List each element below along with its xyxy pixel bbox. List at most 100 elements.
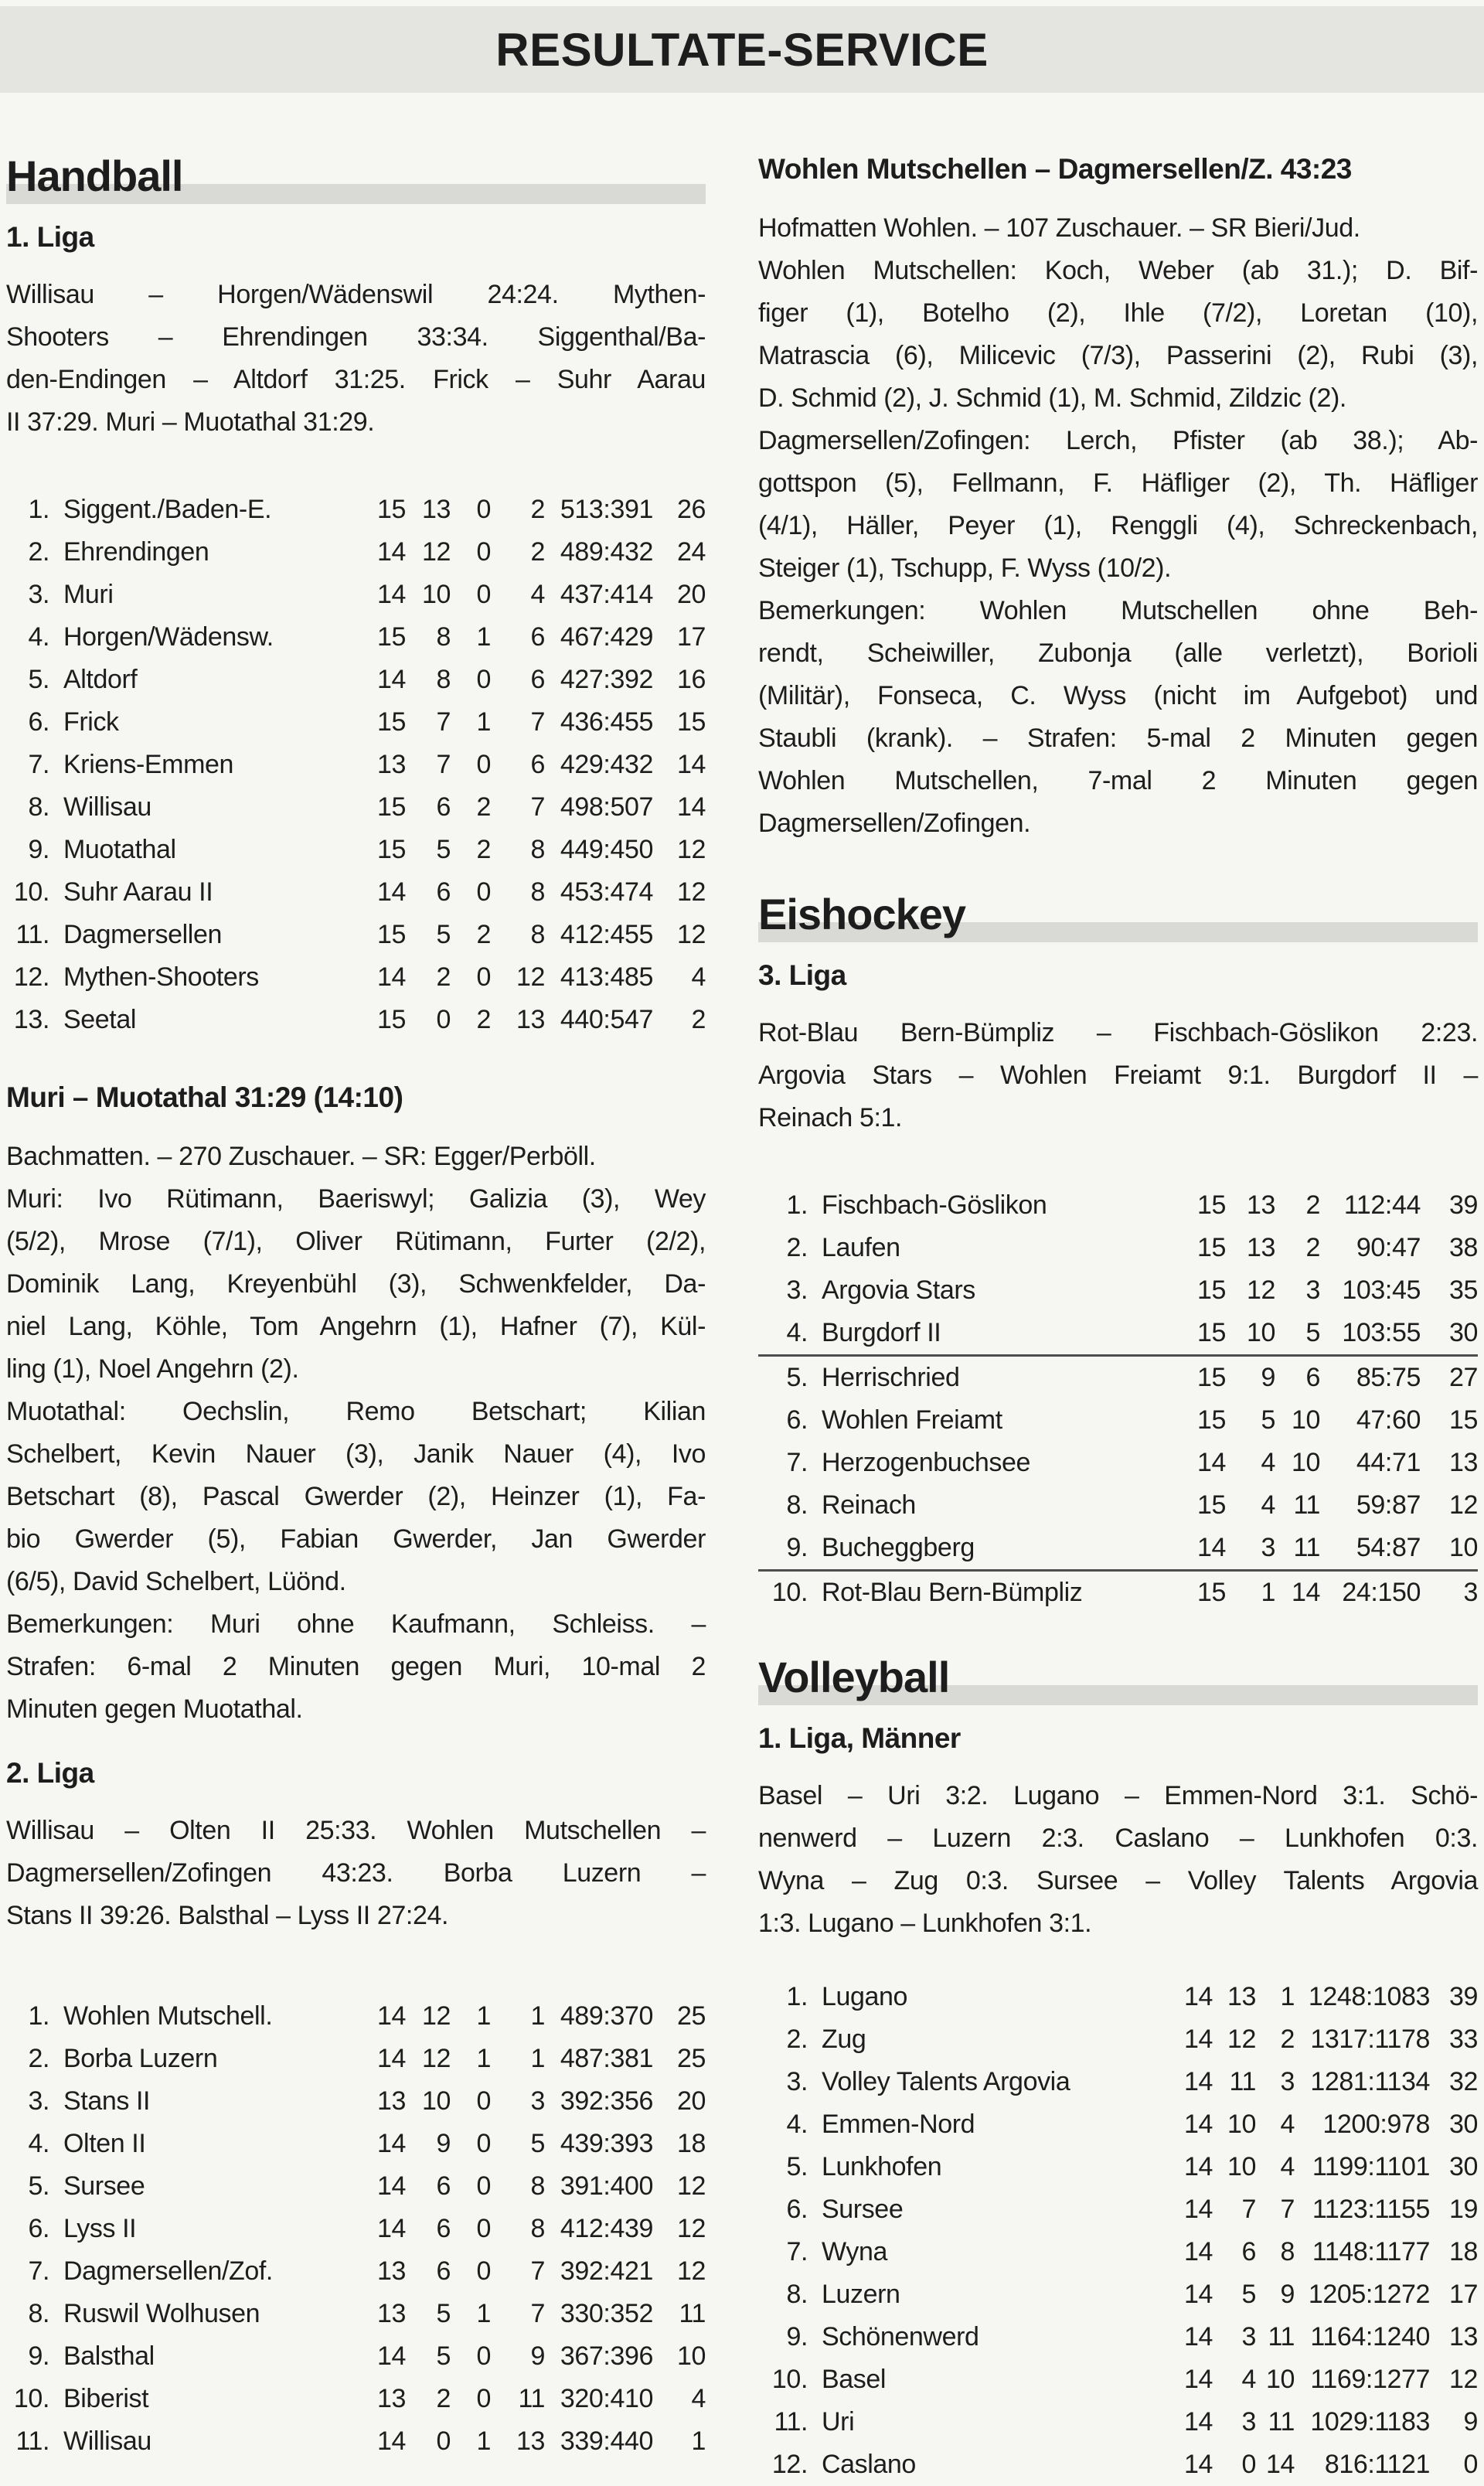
team-cell: Lyss II (63, 2214, 137, 2243)
stat-cell: 2 (476, 792, 491, 822)
rank-cell: 6. (786, 2195, 808, 2224)
stat-cell: 103:55 (1342, 1318, 1421, 1347)
rank-cell: 5. (28, 665, 49, 694)
stat-cell: 12 (676, 835, 706, 864)
rank-cell: 6. (28, 2214, 49, 2243)
stat-cell: 15 (1448, 1405, 1478, 1435)
stat-cell: 13 (1246, 1190, 1275, 1220)
team-cell: Suhr Aarau II (63, 877, 213, 907)
table-row: 3. Stans II 13 10 0 3 392:356 20 (6, 2080, 706, 2123)
team-cell: Sursee (63, 2171, 145, 2201)
stat-cell: 0 (476, 962, 491, 992)
table-row: 9. Schönenwerd 14 3 11 1164:1240 13 (758, 2316, 1478, 2358)
rank-cell: 3. (786, 2067, 808, 2096)
stat-cell: 15 (1196, 1233, 1226, 1262)
table-row: 4. Horgen/Wädensw. 15 8 1 6 467:429 17 (6, 616, 706, 659)
stat-cell: 0 (476, 2214, 491, 2243)
stat-cell: 15 (376, 495, 406, 524)
paragraph-line: Minuten gegen Muotathal. (6, 1694, 303, 1724)
content-columns: Handball 1. Liga Willisau – Horgen/Wädensw… (0, 93, 1484, 2486)
report-paragraph: Bemerkungen: Muri ohne Kaufmann, Schleis… (6, 1603, 706, 1731)
stat-cell: 12 (676, 920, 706, 949)
stat-cell: 1200:978 (1322, 2110, 1430, 2139)
stat-cell: 5 (1305, 1318, 1320, 1347)
stat-cell: 12 (676, 877, 706, 907)
stat-cell: 6 (436, 2171, 451, 2201)
table-row: 2. Borba Luzern 14 12 1 1 487:381 25 (6, 2038, 706, 2080)
paragraph-line: Strafen: 6-mal 2 Minuten gegen Muri, 10-… (6, 1652, 706, 1681)
stat-cell: 59:87 (1356, 1490, 1421, 1520)
stat-cell: 9 (1463, 2407, 1478, 2437)
table-row: 2. Laufen 15 13 2 90:47 38 (758, 1227, 1478, 1269)
table-row: 8. Ruswil Wolhusen 13 5 1 7 330:352 11 (6, 2293, 706, 2335)
stat-cell: 7 (436, 707, 451, 737)
table-row: 9. Balsthal 14 5 0 9 367:396 10 (6, 2335, 706, 2378)
stat-cell: 15 (1196, 1405, 1226, 1435)
standings-table: 1. Lugano 14 13 1 1248:1083 39 2. Zug 14 12 2 1317:1… (758, 1976, 1478, 2486)
team-cell: Wyna (822, 2237, 888, 2266)
stat-cell: 14 (376, 580, 406, 609)
stat-cell: 12 (1448, 1490, 1478, 1520)
stat-cell: 14 (1183, 2280, 1213, 2309)
team-cell: Bucheggberg (822, 1533, 975, 1562)
stat-cell: 439:393 (560, 2129, 653, 2158)
sport-section-heading: Handball (6, 153, 706, 207)
stat-cell: 14 (1183, 2025, 1213, 2054)
stat-cell: 2 (691, 1005, 706, 1034)
rank-cell: 4. (28, 622, 49, 652)
stat-cell: 3 (1280, 2067, 1295, 2096)
stat-cell: 85:75 (1320, 1354, 1421, 1399)
rank-cell: 4. (786, 2110, 808, 2139)
team-cell: Herrischried (808, 1354, 1179, 1399)
rank-cell: 5. (786, 2152, 808, 2181)
stat-cell: 103:45 (1342, 1275, 1421, 1305)
stat-cell: 7 (530, 707, 545, 737)
stat-cell: 15 (1196, 1490, 1226, 1520)
table-row: 11. Uri 14 3 11 1029:1183 9 (758, 2401, 1478, 2443)
paragraph-line: Muotathal: Oechslin, Remo Betschart; Kil… (6, 1397, 706, 1426)
stat-cell: 0 (476, 750, 491, 779)
stat-cell: 2 (436, 962, 451, 992)
stat-cell: 10 (1246, 1318, 1275, 1347)
stat-cell: 1 (476, 707, 491, 737)
table-row: 7. Dagmersellen/Zof. 13 6 0 7 392:421 12 (6, 2250, 706, 2293)
stat-cell: 9 (436, 2129, 451, 2158)
team-cell: Balsthal (63, 2341, 155, 2371)
table-row: 10. Biberist 13 2 0 11 320:410 4 (6, 2378, 706, 2420)
stat-cell: 367:396 (560, 2341, 653, 2371)
team-cell: Seetal (63, 1005, 137, 1034)
stat-cell: 412:455 (560, 920, 653, 949)
stat-cell: 12 (421, 2001, 451, 2031)
paragraph-line: Bemerkungen: Wohlen Mutschellen ohne Beh… (758, 596, 1478, 625)
stat-cell: 7 (530, 792, 545, 822)
stat-cell: 8 (436, 622, 451, 652)
stat-cell: 1 (476, 2044, 491, 2073)
stat-cell: 0 (476, 877, 491, 907)
team-cell: Fischbach-Göslikon (822, 1190, 1047, 1220)
stat-cell: 11 (1293, 1533, 1321, 1562)
stat-cell: 18 (676, 2129, 706, 2158)
page-title: RESULTATE-SERVICE (495, 23, 989, 76)
stat-cell: 14 (376, 537, 406, 567)
table-row: 5. Altdorf 14 8 0 6 427:392 16 (6, 659, 706, 701)
stat-cell: 0 (476, 2171, 491, 2201)
stat-cell: 391:400 (560, 2171, 653, 2201)
stat-cell: 412:439 (560, 2214, 653, 2243)
right-column: Wohlen Mutschellen – Dagmersellen/Z. 43:… (758, 153, 1478, 2486)
paragraph-line: den-Endingen – Altdorf 31:25. Frick – Su… (6, 365, 706, 394)
paragraph-line: Dagmersellen/Zofingen: Lerch, Pfister (a… (758, 426, 1478, 455)
stat-cell: 13 (1246, 1233, 1275, 1262)
rank-cell: 11. (774, 2407, 808, 2437)
stat-cell: 12 (676, 2214, 706, 2243)
stat-cell: 1 (476, 622, 491, 652)
standings-table: 1. Wohlen Mutschell. 14 12 1 1 489:370 25 2. Borb… (6, 1995, 706, 2463)
team-cell: Herzogenbuchsee (822, 1448, 1030, 1477)
rank-cell: 7. (28, 750, 49, 779)
stat-cell: 4 (691, 962, 706, 992)
stat-cell: 413:485 (560, 962, 653, 992)
table-row: 5. Herrischried 15 9 6 85:75 27 (758, 1354, 1478, 1399)
sport-section-heading: Eishockey (758, 891, 1478, 945)
stat-cell: 12 (676, 2171, 706, 2201)
table-row: 12. Mythen-Shooters 14 2 0 12 413:485 4 (6, 956, 706, 999)
table-row: 4. Olten II 14 9 0 5 439:393 18 (6, 2123, 706, 2165)
